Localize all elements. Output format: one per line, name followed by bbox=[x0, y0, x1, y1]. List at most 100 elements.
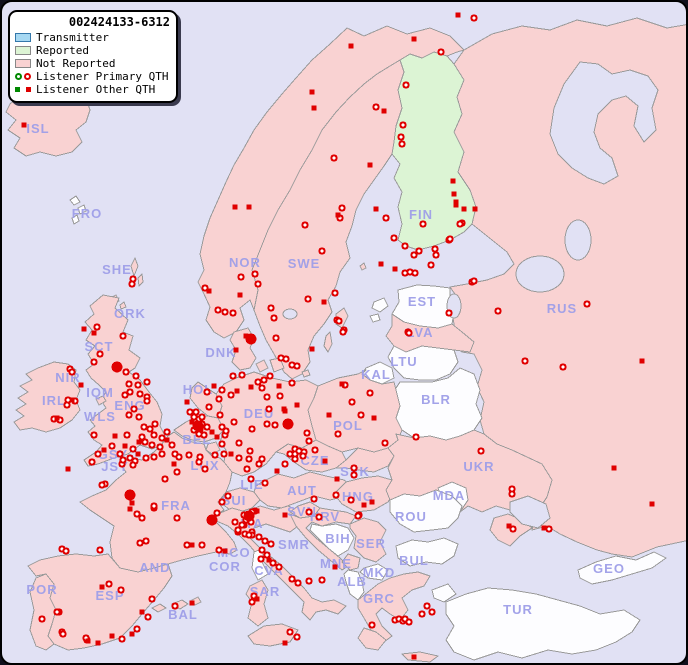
listener-primary-dot bbox=[521, 357, 529, 365]
listener-other-dot bbox=[461, 206, 467, 212]
listener-primary-dot bbox=[227, 391, 235, 399]
country-label-cze: CZE bbox=[301, 453, 330, 468]
listener-primary-dot bbox=[96, 546, 104, 554]
listener-primary-dot bbox=[163, 428, 171, 436]
listener-primary-dot bbox=[494, 307, 502, 315]
country-gbr bbox=[83, 294, 166, 467]
legend-rows: Transmitter Reported Not Reported Listener … bbox=[15, 31, 171, 95]
listener-primary-dot bbox=[254, 378, 262, 386]
listener-primary-dot bbox=[258, 384, 266, 392]
listener-primary-dot bbox=[192, 408, 200, 416]
listener-other-dot bbox=[455, 12, 461, 18]
listener-other-dot bbox=[112, 433, 118, 439]
country-label-nir: NIR bbox=[55, 370, 80, 385]
listener-other-dot bbox=[189, 419, 195, 425]
listener-other-dot bbox=[69, 397, 75, 403]
listener-primary-dot bbox=[136, 539, 144, 547]
legend-title: 002424133-6312 bbox=[68, 15, 170, 29]
country-label-lie: LIE bbox=[240, 477, 263, 492]
country-label-aut: AUT bbox=[287, 483, 317, 498]
listener-primary-dot bbox=[196, 453, 204, 461]
country-label-hng: HNG bbox=[342, 489, 374, 504]
listener-primary-dot bbox=[357, 411, 365, 419]
country-ltu bbox=[387, 345, 459, 381]
country-bih bbox=[309, 523, 355, 557]
listener-other-dot bbox=[164, 437, 170, 443]
legend-swatch-icon bbox=[15, 58, 31, 68]
listener-other-dot bbox=[334, 476, 340, 482]
country-label-fin: FIN bbox=[409, 207, 433, 222]
listener-other-dot bbox=[209, 429, 215, 435]
listener-primary-dot bbox=[173, 468, 181, 476]
listener-primary-dot bbox=[275, 563, 283, 571]
country-label-esp: ESP bbox=[95, 588, 124, 603]
listener-primary-dot bbox=[267, 304, 275, 312]
listener-other-dot bbox=[373, 206, 379, 212]
legend-marker-icon bbox=[15, 86, 20, 92]
listener-primary-dot bbox=[215, 395, 223, 403]
country-oland bbox=[323, 331, 333, 353]
listener-primary-dot bbox=[315, 513, 323, 521]
listener-primary-dot bbox=[53, 608, 61, 616]
country-svk bbox=[335, 447, 395, 473]
listener-primary-dot bbox=[96, 350, 104, 358]
listener-other-dot bbox=[332, 564, 338, 570]
country-pol bbox=[307, 369, 403, 453]
country-label-bal: BAL bbox=[168, 607, 198, 622]
listener-other-dot bbox=[232, 204, 238, 210]
listener-other-dot bbox=[451, 191, 457, 197]
listener-other-dot bbox=[541, 525, 547, 531]
listener-primary-dot bbox=[128, 280, 136, 288]
country-label-mda: MDA bbox=[433, 488, 466, 503]
listener-primary-dot bbox=[117, 586, 125, 594]
listener-primary-dot bbox=[477, 447, 485, 455]
listener-primary-dot bbox=[130, 405, 138, 413]
listener-primary-dot bbox=[133, 510, 141, 518]
listener-primary-dot bbox=[108, 442, 116, 450]
country-rou bbox=[389, 489, 463, 533]
country-swe bbox=[251, 59, 405, 380]
country-label-pol: POL bbox=[333, 418, 363, 433]
legend-item-1: Reported bbox=[15, 44, 171, 56]
country-irl bbox=[13, 361, 81, 433]
listener-primary-dot bbox=[125, 411, 133, 419]
legend-marker-icon bbox=[26, 86, 31, 92]
listener-primary-dot bbox=[94, 450, 102, 458]
listener-primary-dot bbox=[173, 514, 181, 522]
listener-primary-dot bbox=[134, 381, 142, 389]
country-label-eng: ENG bbox=[114, 398, 145, 413]
listener-primary-dot bbox=[286, 628, 294, 636]
listener-other-dot bbox=[348, 43, 354, 49]
listener-other-dot bbox=[139, 609, 145, 615]
listener-other-dot bbox=[411, 654, 417, 660]
country-por bbox=[29, 573, 57, 651]
listener-primary-dot bbox=[261, 537, 269, 545]
listener-primary-dot bbox=[59, 630, 67, 638]
listener-primary-dot bbox=[410, 251, 418, 259]
listener-primary-dot bbox=[135, 413, 143, 421]
listener-primary-dot bbox=[254, 280, 262, 288]
listener-cluster-dot bbox=[124, 489, 136, 501]
listener-primary-dot bbox=[301, 221, 309, 229]
listener-primary-dot bbox=[116, 450, 124, 458]
listener-primary-dot bbox=[245, 531, 253, 539]
listener-other-dot bbox=[206, 288, 212, 294]
listener-primary-dot bbox=[62, 547, 70, 555]
listener-primary-dot bbox=[243, 465, 251, 473]
country-mne bbox=[341, 553, 361, 571]
listener-primary-dot bbox=[348, 398, 356, 406]
listener-primary-dot bbox=[470, 277, 478, 285]
listener-primary-dot bbox=[38, 615, 46, 623]
listener-primary-dot bbox=[218, 386, 226, 394]
country-label-ork: ORK bbox=[114, 306, 146, 321]
listener-primary-dot bbox=[156, 443, 164, 451]
listener-primary-dot bbox=[151, 420, 159, 428]
listener-primary-dot bbox=[330, 154, 338, 162]
listener-primary-dot bbox=[291, 455, 299, 463]
listener-primary-dot bbox=[423, 602, 431, 610]
country-label-mkd: MKD bbox=[363, 565, 396, 580]
listener-primary-dot bbox=[266, 372, 274, 380]
listener-primary-dot bbox=[372, 103, 380, 111]
